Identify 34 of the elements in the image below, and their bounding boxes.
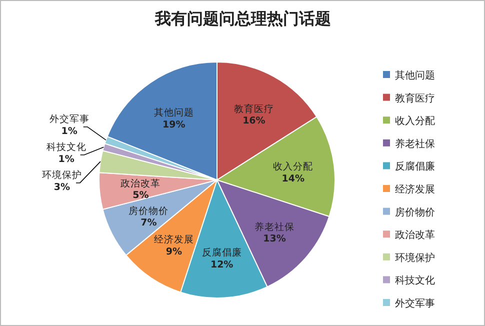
slice-label: 外交军事 bbox=[49, 112, 90, 125]
data-label: 5% bbox=[132, 190, 150, 202]
data-label: 9% bbox=[166, 246, 182, 258]
legend-label: 教育医疗 bbox=[395, 92, 435, 104]
slice-label: 反腐倡廉 bbox=[202, 246, 242, 259]
legend-label: 经济发展 bbox=[395, 184, 435, 196]
legend-label: 养老社保 bbox=[395, 138, 435, 150]
data-label: 7% bbox=[140, 218, 158, 229]
slice-label: 经济发展 bbox=[154, 233, 194, 246]
data-label: 12% bbox=[210, 259, 234, 270]
slice-label: 教育医疗 bbox=[234, 102, 274, 115]
legend-label: 房价物价 bbox=[395, 206, 435, 218]
chart-title: 我有问题问总理热门话题 bbox=[154, 9, 331, 28]
slice-label: 环境保护 bbox=[42, 168, 82, 181]
data-label: 1% bbox=[61, 126, 78, 137]
data-label: 13% bbox=[263, 234, 286, 245]
legend-label: 外交军事 bbox=[395, 298, 435, 310]
slice-label: 政治改革 bbox=[120, 177, 161, 190]
slice-label: 房价物价 bbox=[128, 204, 169, 217]
data-label: 14% bbox=[282, 173, 305, 184]
data-label: 3% bbox=[54, 182, 71, 193]
slice-label: 其他问题 bbox=[154, 106, 194, 119]
legend-label: 环境保护 bbox=[395, 252, 435, 264]
legend-label: 其他问题 bbox=[395, 70, 435, 82]
legend-label: 科技文化 bbox=[395, 274, 435, 287]
legend-label: 反腐倡廉 bbox=[395, 160, 435, 173]
legend-label: 政治改革 bbox=[395, 229, 435, 242]
data-label: 16% bbox=[242, 116, 266, 127]
legend-label: 收入分配 bbox=[395, 115, 435, 128]
slice-label: 科技文化 bbox=[46, 140, 86, 153]
data-label: 19% bbox=[162, 119, 186, 130]
slice-label: 收入分配 bbox=[273, 160, 314, 172]
data-label: 1% bbox=[58, 154, 75, 165]
slice-label: 养老社保 bbox=[254, 220, 295, 233]
